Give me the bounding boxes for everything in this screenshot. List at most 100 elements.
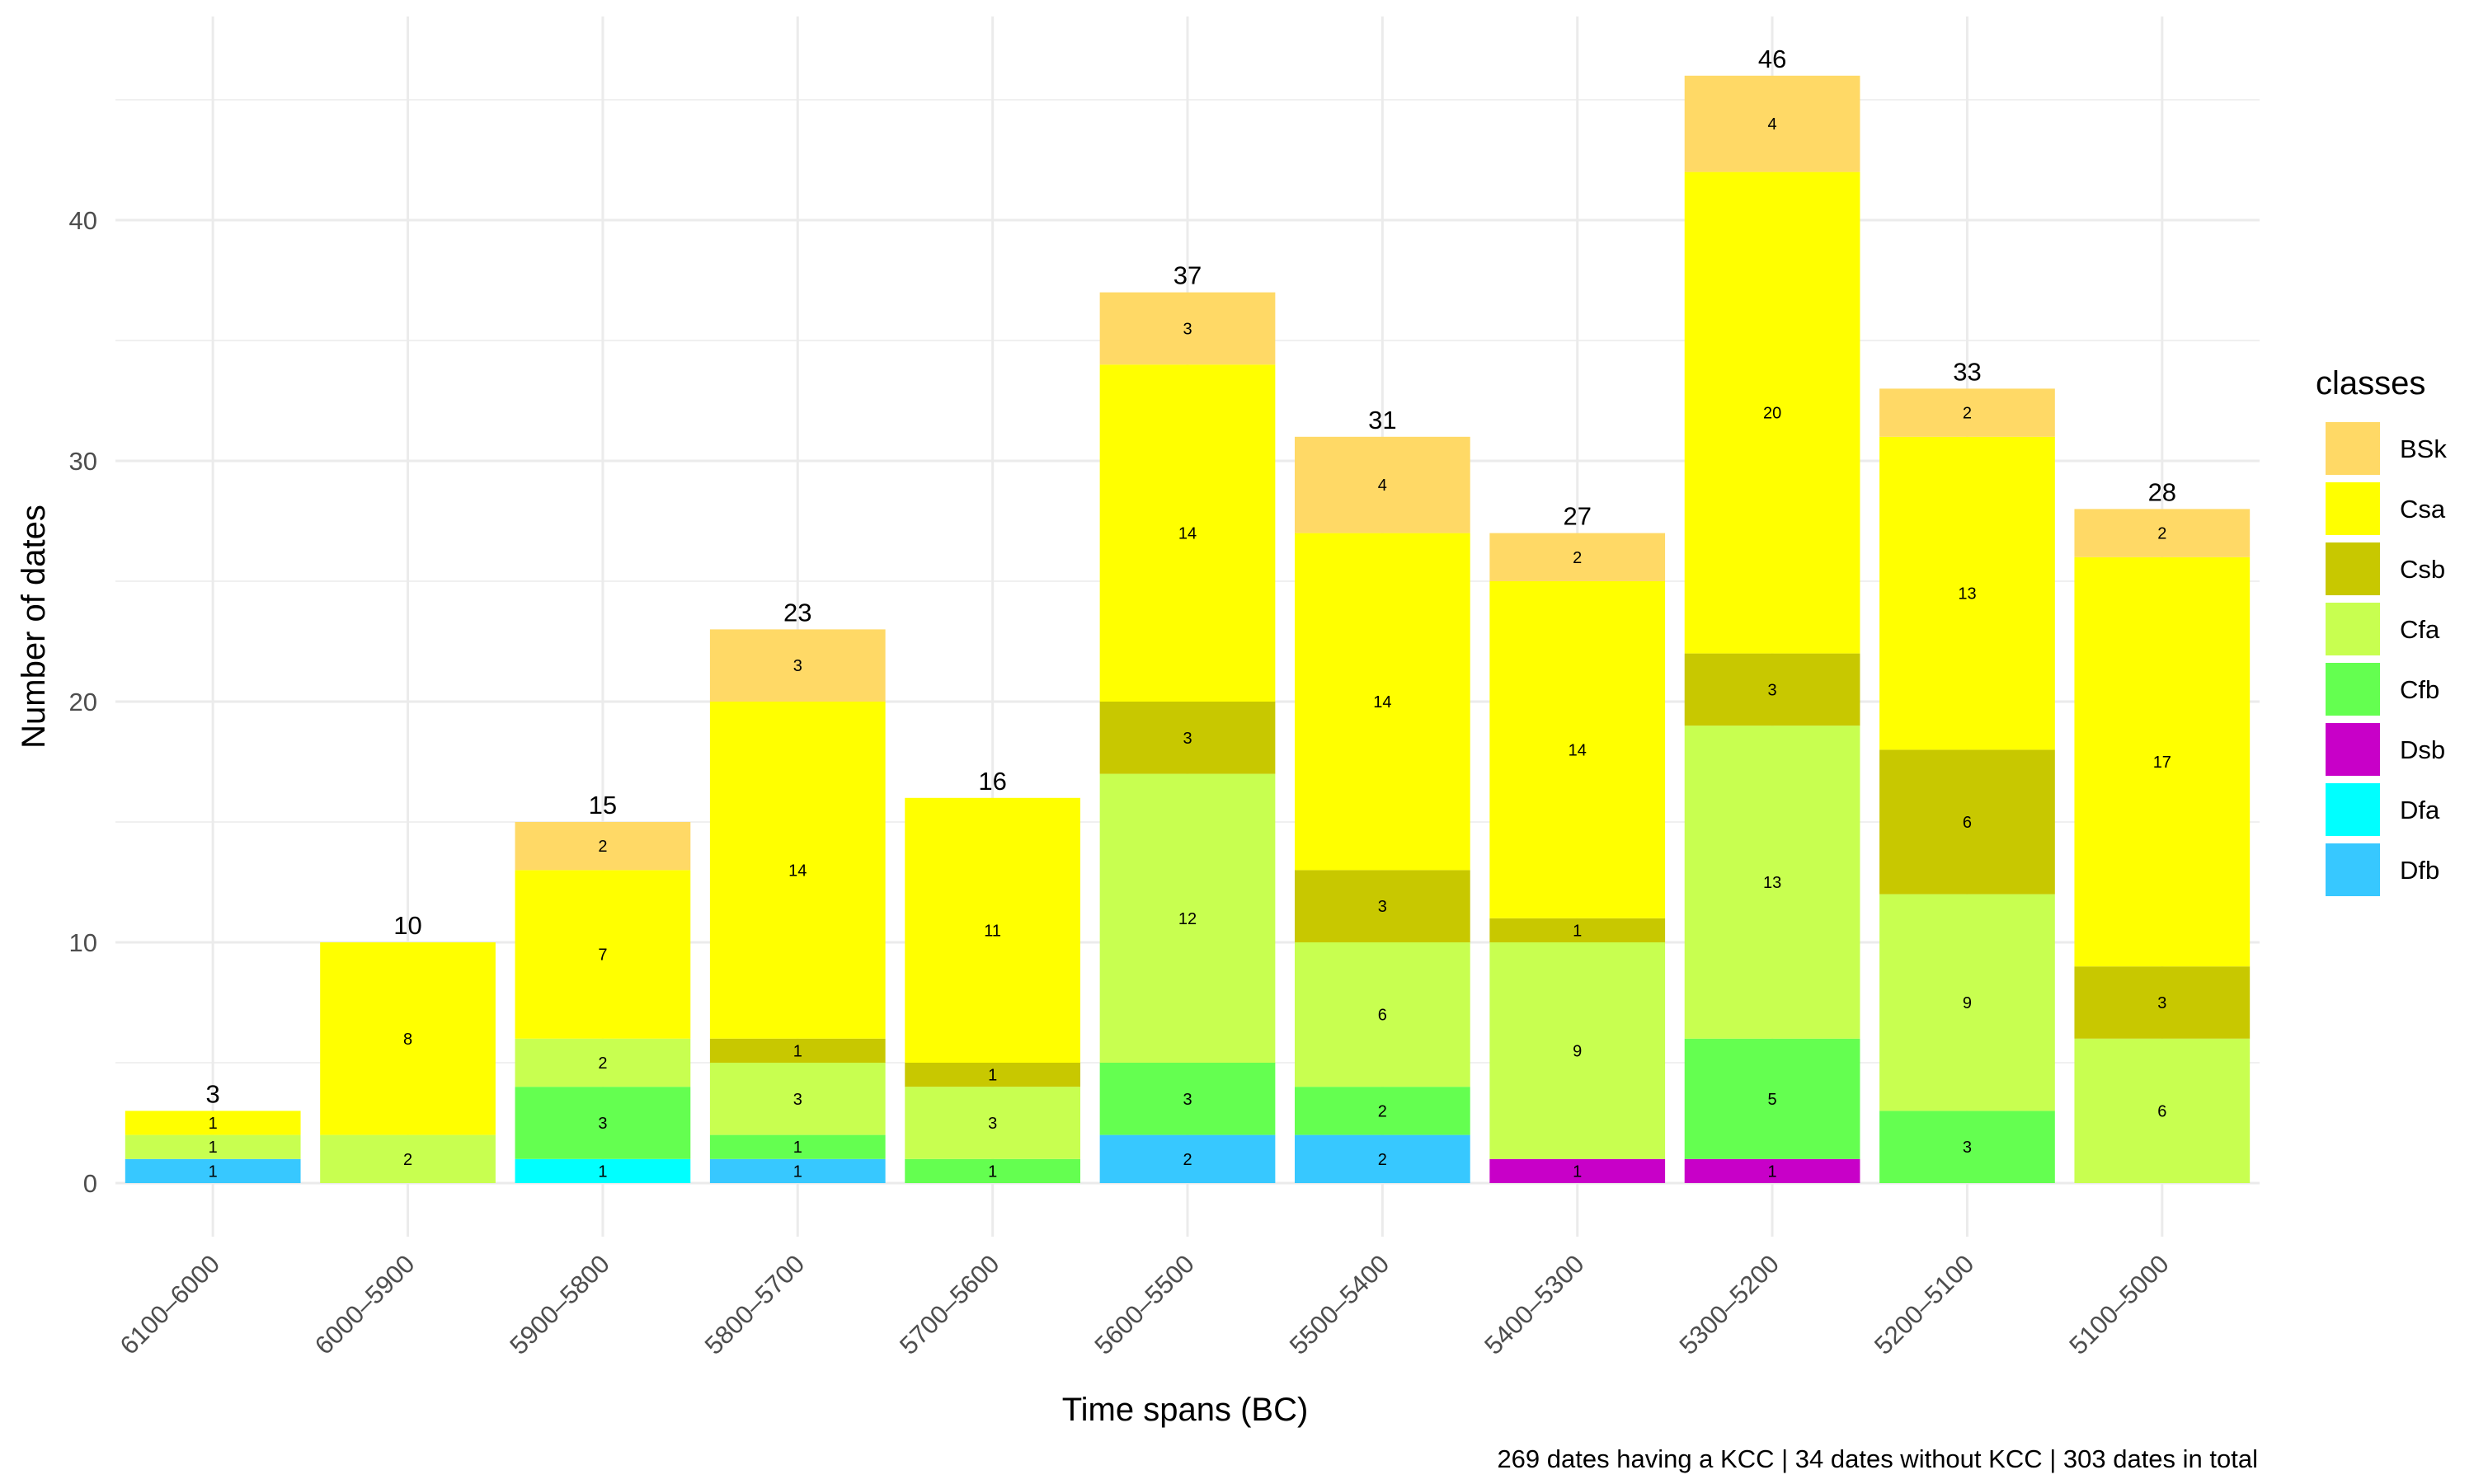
y-axis-title: Number of dates xyxy=(16,505,52,749)
segment-value-label: 1 xyxy=(209,1115,218,1133)
segment-value-label: 13 xyxy=(1958,585,1976,603)
bar-segment-csb xyxy=(1489,918,1666,942)
x-tick-label: 5400–5300 xyxy=(1479,1249,1589,1360)
segment-value-label: 2 xyxy=(598,1054,607,1073)
segment-value-label: 1 xyxy=(1573,1162,1582,1181)
legend-swatch-csb xyxy=(2326,542,2380,595)
segment-value-label: 3 xyxy=(2157,994,2166,1012)
x-tick-label: 5500–5400 xyxy=(1284,1249,1395,1360)
bar-segment-cfa xyxy=(1489,942,1666,1159)
y-tick-label: 40 xyxy=(69,206,97,235)
segment-value-label: 14 xyxy=(1373,693,1391,711)
bar-segment-bsk xyxy=(1879,388,2055,437)
bar-segment-bsk xyxy=(1489,533,1666,581)
segment-value-label: 7 xyxy=(598,946,607,965)
bar-segment-cfa xyxy=(320,1134,496,1183)
bar-segment-dfb xyxy=(1295,1134,1470,1183)
bar-segment-cfa xyxy=(1684,726,1860,1039)
segment-value-label: 1 xyxy=(793,1162,802,1181)
legend-swatch-cfa xyxy=(2326,603,2380,655)
total-value-label: 3 xyxy=(206,1079,220,1108)
segment-value-label: 1 xyxy=(793,1042,802,1060)
segment-value-label: 14 xyxy=(788,862,807,880)
y-tick-label: 20 xyxy=(69,688,97,716)
segment-value-label: 14 xyxy=(1178,525,1197,543)
segment-value-label: 6 xyxy=(1963,814,1972,832)
total-value-label: 23 xyxy=(783,598,811,627)
bar-segment-dsb xyxy=(1489,1158,1666,1183)
bar-segment-cfa xyxy=(2074,1038,2251,1183)
bar-segment-csb xyxy=(1099,702,1276,774)
bar-segment-csa xyxy=(320,942,496,1135)
segment-value-label: 1 xyxy=(793,1139,802,1157)
bar-segment-dfb xyxy=(709,1158,886,1183)
bar-segment-dfa xyxy=(515,1158,691,1183)
legend-swatch-cfb xyxy=(2326,663,2380,716)
legend-label: Dfb xyxy=(2400,856,2439,885)
bar-segment-csb xyxy=(1295,870,1470,942)
segment-value-label: 3 xyxy=(598,1115,607,1133)
bar-segment-cfa xyxy=(125,1134,301,1159)
segment-value-label: 3 xyxy=(1183,730,1192,748)
bar-segment-csa xyxy=(1295,533,1470,871)
x-tick-label: 5600–5500 xyxy=(1089,1249,1199,1360)
segment-value-label: 13 xyxy=(1763,874,1781,892)
x-tick-label: 5300–5200 xyxy=(1674,1249,1785,1360)
x-tick-label: 5700–5600 xyxy=(894,1249,1004,1360)
legend-label: Csb xyxy=(2400,555,2445,584)
segment-value-label: 3 xyxy=(1963,1139,1972,1157)
bar-segment-bsk xyxy=(515,822,691,871)
bar-segment-bsk xyxy=(1684,75,1860,172)
bar-segment-csb xyxy=(2074,966,2251,1039)
legend-swatch-dsb xyxy=(2326,723,2380,776)
x-axis-ticks: 6100–6000 6000–5900 5900–5800 5800–5700 5700… xyxy=(115,1249,2175,1360)
bar-segment-cfa xyxy=(905,1087,1080,1159)
total-value-label: 10 xyxy=(393,911,421,940)
segment-value-label: 3 xyxy=(1378,898,1387,916)
segment-value-label: 3 xyxy=(1183,320,1192,338)
bar-segment-bsk xyxy=(1099,292,1276,365)
segment-value-label: 3 xyxy=(793,657,802,675)
bar-segment-csa xyxy=(1684,171,1860,654)
segment-value-label: 2 xyxy=(1378,1151,1387,1169)
segment-value-label: 2 xyxy=(1183,1151,1192,1169)
total-value-label: 15 xyxy=(589,791,617,819)
legend-label: Csa xyxy=(2400,495,2446,524)
x-tick-label: 5200–5100 xyxy=(1869,1249,1979,1360)
bar-segment-cfb xyxy=(709,1134,886,1159)
bar-segment-dfb xyxy=(1099,1134,1276,1183)
segment-labels: 1112813272113114313111231231432263144191… xyxy=(209,115,2171,1181)
segment-value-label: 5 xyxy=(1768,1091,1777,1109)
bar-segment-csa xyxy=(125,1111,301,1135)
bar-segment-cfb xyxy=(1099,1063,1276,1135)
segment-value-label: 1 xyxy=(988,1162,997,1181)
legend-title: classes xyxy=(2316,365,2425,402)
bar-segment-cfa xyxy=(1879,894,2055,1111)
bar-segment-csa xyxy=(905,797,1080,1063)
legend-items: BSk Csa Csb Cfa Cfb Dsb Dfa Dfb xyxy=(2326,422,2447,896)
x-tick-label: 5900–5800 xyxy=(504,1249,614,1360)
bar-segment-csb xyxy=(1684,653,1860,726)
bar-segment-cfb xyxy=(1295,1087,1470,1135)
legend-label: Cfa xyxy=(2400,615,2440,644)
bar-segment-bsk xyxy=(2074,509,2251,557)
segment-value-label: 6 xyxy=(1378,1007,1387,1025)
legend-swatch-dfa xyxy=(2326,783,2380,836)
bar-segment-cfa xyxy=(709,1063,886,1135)
segment-value-label: 1 xyxy=(598,1162,607,1181)
segment-value-label: 11 xyxy=(984,922,1001,940)
bar-segment-csa xyxy=(1099,364,1276,702)
segment-value-label: 2 xyxy=(598,838,607,856)
segment-value-label: 2 xyxy=(1378,1102,1387,1120)
caption: 269 dates having a KCC | 34 dates withou… xyxy=(1497,1444,2258,1473)
segment-value-label: 1 xyxy=(1768,1162,1777,1181)
segment-value-label: 4 xyxy=(1378,477,1387,495)
bar-segment-bsk xyxy=(709,629,886,702)
total-value-label: 16 xyxy=(978,767,1006,796)
x-tick-label: 6100–6000 xyxy=(115,1249,225,1360)
bar-segment-cfa xyxy=(515,1038,691,1087)
segment-value-label: 1 xyxy=(1573,922,1582,940)
total-value-label: 27 xyxy=(1563,502,1591,531)
